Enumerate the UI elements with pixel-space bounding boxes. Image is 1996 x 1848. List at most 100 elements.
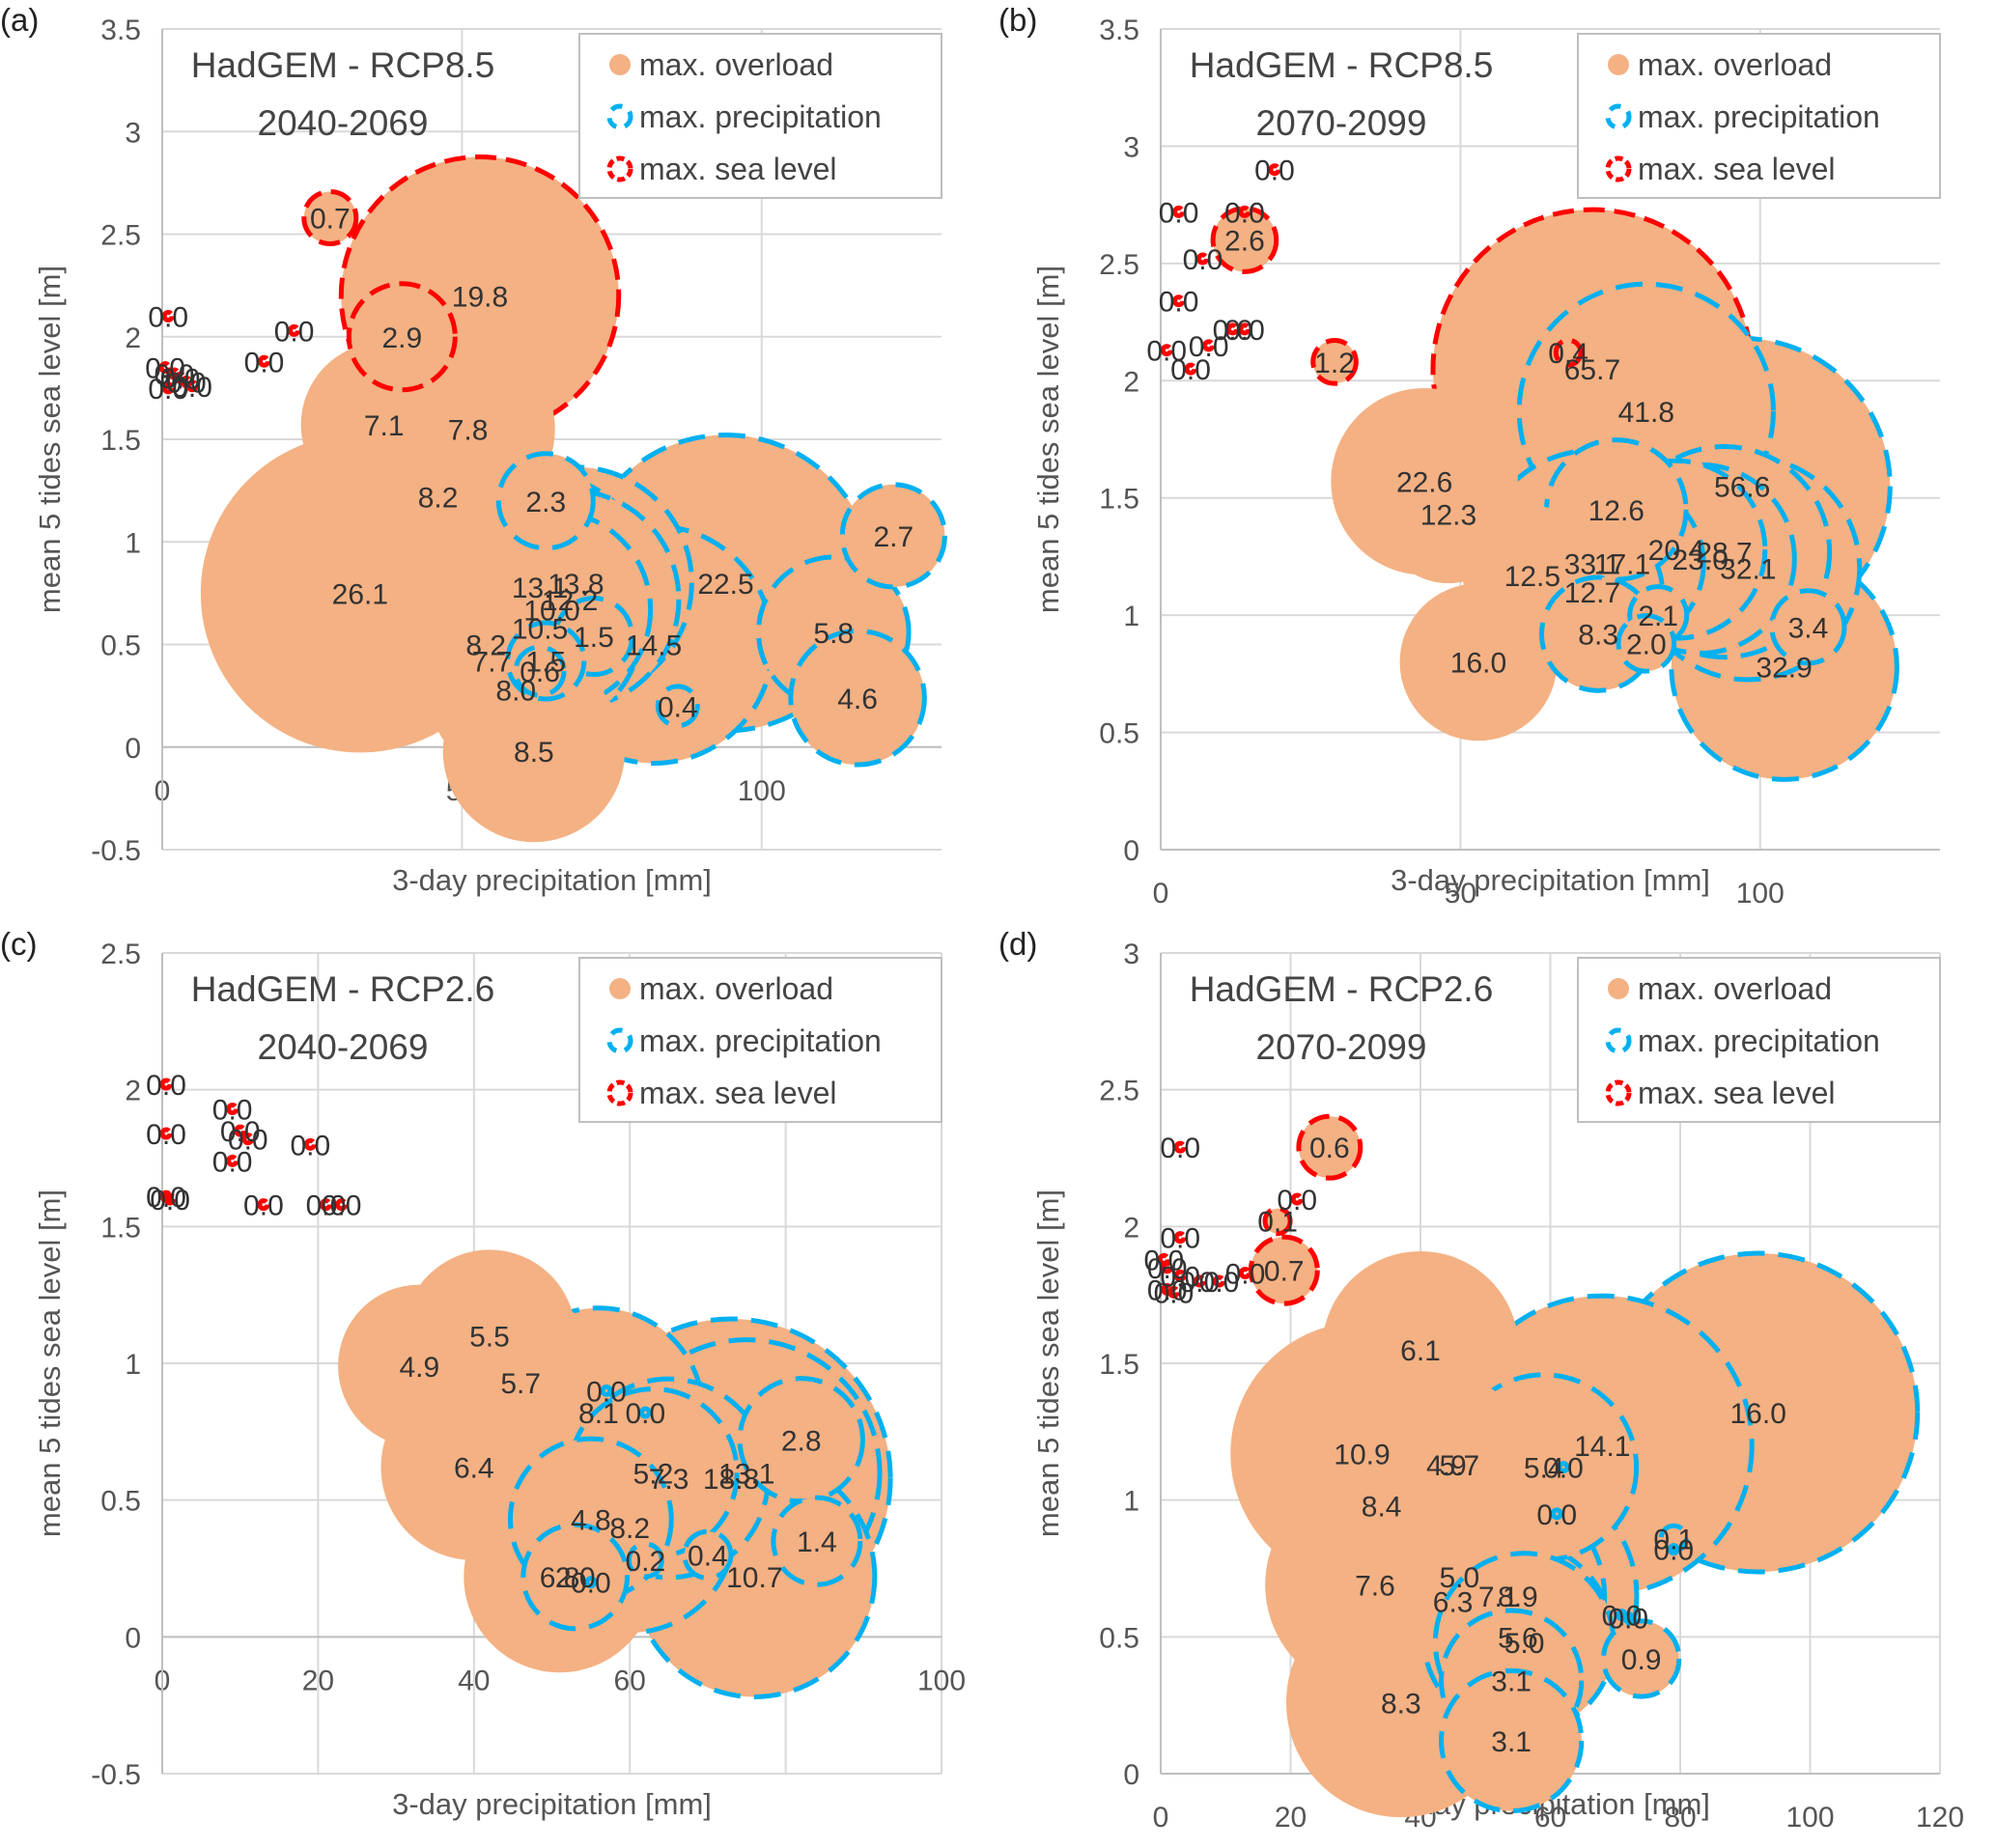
y-tick-label: 3.5 bbox=[100, 14, 141, 46]
bubble-value-label: 5.6 bbox=[1498, 1622, 1538, 1654]
x-tick-label: 0 bbox=[1153, 878, 1169, 910]
bubble-sea-level bbox=[1160, 344, 1173, 357]
bubble-value-label: 0.0 bbox=[148, 374, 188, 406]
chart-title: HadGEM - RCP2.6 bbox=[191, 969, 495, 1009]
y-tick-label: 2.5 bbox=[1099, 1076, 1139, 1107]
bubble-value-label: 0.0 bbox=[1199, 1267, 1240, 1299]
bubble-value-label: 2.3 bbox=[525, 487, 566, 518]
bubble-overload bbox=[338, 1284, 501, 1448]
bubble-value-label: 2.9 bbox=[381, 322, 422, 354]
bubble-precipitation bbox=[1769, 588, 1847, 666]
bubble-value-label: 0.0 bbox=[166, 368, 207, 400]
bubble-sea-level bbox=[226, 1103, 239, 1115]
bubble-sea-level bbox=[1173, 1269, 1187, 1282]
legend-label: max. overload bbox=[639, 971, 833, 1006]
bubble-value-label: 6.1 bbox=[1400, 1335, 1441, 1367]
y-tick-label: 0 bbox=[1123, 835, 1139, 867]
chart-title: 2040-2069 bbox=[258, 1027, 429, 1067]
bubble-value-label: 0.2 bbox=[625, 1546, 665, 1578]
bubble-value-label: 2.8 bbox=[781, 1425, 822, 1457]
y-tick-label: 2 bbox=[125, 1076, 141, 1107]
bubble-value-label: 0.0 bbox=[1154, 1277, 1195, 1309]
bubble-value-label: 0.0 bbox=[212, 1095, 253, 1127]
bubble-precipitation bbox=[1550, 1507, 1563, 1521]
bubble-chart-b: 0 0.5 1 1.5 2 2.5 3 3.5 0 50 100 (b) 3-day precipita… bbox=[998, 2, 1941, 910]
bubble-value-label: 5.2 bbox=[633, 1458, 674, 1490]
bubble-value-label: 28.7 bbox=[1696, 538, 1752, 570]
bubble-sea-level bbox=[1193, 1274, 1206, 1288]
bubble-value-label: 10.5 bbox=[512, 614, 568, 646]
panel-label: (b) bbox=[998, 2, 1037, 38]
bubble-value-label: 0.9 bbox=[1621, 1644, 1662, 1676]
bubble-precipitation bbox=[1616, 612, 1677, 674]
bubble-value-label: 10.0 bbox=[523, 595, 579, 627]
y-tick-label: 1 bbox=[1123, 1486, 1139, 1518]
bubble-sea-level bbox=[1213, 1274, 1226, 1288]
bubble-value-label: 0.0 bbox=[160, 363, 201, 395]
chart-title: 2070-2099 bbox=[1256, 1027, 1427, 1067]
bubble-value-label: 65.7 bbox=[1564, 354, 1620, 386]
bubble-sea-level bbox=[159, 1127, 173, 1140]
bubble-value-label: 7.6 bbox=[1355, 1571, 1395, 1603]
bubble-sea-level bbox=[161, 381, 175, 395]
legend-label: max. precipitation bbox=[639, 1023, 882, 1058]
bubble-value-label: 1.5 bbox=[525, 647, 566, 679]
bubble-value-label: 0.4 bbox=[1548, 338, 1588, 370]
legend-label: max. overload bbox=[1638, 47, 1832, 82]
bubble-value-label: 0.0 bbox=[244, 347, 285, 378]
bubble-sea-level bbox=[1184, 362, 1197, 376]
bubble-sea-level bbox=[1195, 252, 1209, 266]
bubble-value-label: 8.9 bbox=[1498, 1582, 1538, 1613]
bubble-value-label: 2.0 bbox=[1626, 629, 1667, 660]
bubble-value-label: 5.7 bbox=[1439, 1450, 1479, 1482]
bubble-value-label: 5.5 bbox=[469, 1322, 510, 1354]
legend-label: max. precipitation bbox=[639, 99, 882, 134]
bubble-value-label: 20.4 bbox=[1648, 535, 1704, 567]
chart-title: HadGEM - RCP2.6 bbox=[1190, 969, 1494, 1009]
bubble-value-label: 7.1 bbox=[364, 410, 405, 442]
bubble-value-label: 33.1 bbox=[1564, 549, 1620, 581]
bubble-value-label: 7.7 bbox=[472, 647, 513, 679]
y-tick-label: 2 bbox=[1123, 366, 1139, 398]
bubble-sea-level bbox=[1553, 337, 1584, 368]
y-tick-label: -0.5 bbox=[91, 1759, 141, 1791]
bubble-sea-level bbox=[161, 310, 175, 322]
y-tick-label: 1.5 bbox=[100, 425, 141, 457]
bubble-precipitation bbox=[513, 644, 567, 698]
x-tick-label: 100 bbox=[1785, 1802, 1834, 1834]
x-tick-label: 40 bbox=[458, 1665, 490, 1696]
bubble-value-label: 0.0 bbox=[306, 1190, 347, 1222]
bubble-value-label: 0.7 bbox=[1264, 1256, 1305, 1288]
bubble-value-label: 8.2 bbox=[465, 630, 506, 662]
bubble-value-label: 2.0 bbox=[555, 1562, 596, 1594]
bubble-value-label: 0.0 bbox=[228, 1125, 268, 1157]
bubble-value-label: 7.3 bbox=[649, 1464, 689, 1496]
legend-marker-overload bbox=[609, 54, 631, 75]
chart-panel-b: 0 0.5 1 1.5 2 2.5 3 3.5 0 50 100 (b) 3-day precipita… bbox=[998, 0, 1996, 924]
bubble-value-label: 0.0 bbox=[148, 302, 188, 334]
bubble-value-label: 0.0 bbox=[1159, 287, 1199, 319]
bubble-precipitation bbox=[839, 482, 947, 590]
y-tick-label: 0.5 bbox=[100, 1486, 141, 1518]
bubble-value-label: 6.8 bbox=[540, 1562, 580, 1594]
bubble-value-label: 12.7 bbox=[1564, 577, 1620, 609]
bubble-value-label: 0.0 bbox=[571, 1568, 611, 1600]
bubble-value-label: 8.0 bbox=[495, 675, 536, 707]
bubble-precipitation bbox=[1667, 1543, 1680, 1556]
legend-label: max. sea level bbox=[639, 1076, 837, 1110]
y-tick-label: 1.5 bbox=[1099, 484, 1139, 516]
bubble-value-label: 13.1 bbox=[512, 573, 568, 604]
legend-marker-overload bbox=[1608, 54, 1629, 75]
legend-label: max. sea level bbox=[639, 152, 837, 186]
bubble-value-label: 14.5 bbox=[626, 630, 682, 662]
bubble-value-label: 4.8 bbox=[571, 1505, 611, 1537]
bubble-value-label: 56.6 bbox=[1714, 472, 1770, 504]
bubble-value-label: 32.1 bbox=[1720, 554, 1776, 586]
bubble-sea-level bbox=[1238, 205, 1251, 218]
bubble-sea-level bbox=[159, 1078, 173, 1091]
bubble-value-label: 0.0 bbox=[1160, 1133, 1200, 1164]
y-axis-title: mean 5 tides sea level [m] bbox=[1031, 1190, 1065, 1537]
legend-box bbox=[578, 957, 942, 1123]
chart-title: 2040-2069 bbox=[258, 103, 429, 143]
